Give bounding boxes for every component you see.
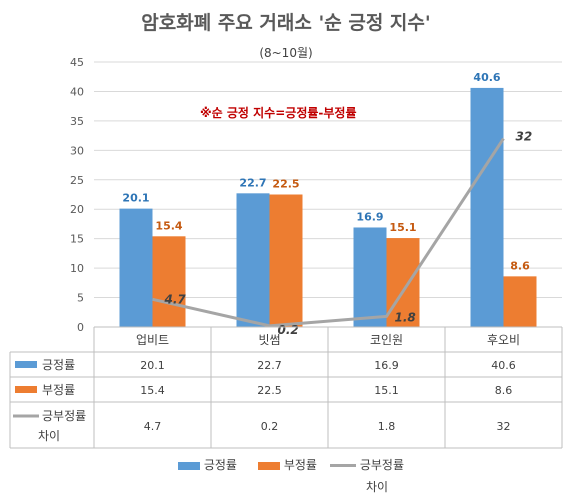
y-tick-label-35: 35 — [70, 115, 84, 128]
table-row-label-difference-line2: 차이 — [38, 429, 60, 443]
table-row-label-negative: 부정률 — [42, 383, 75, 397]
table-key-negative — [15, 386, 37, 393]
y-tick-label-0: 0 — [77, 321, 84, 334]
legend-label-positive: 긍정률 — [203, 458, 237, 472]
legend-label-negative: 부정률 — [283, 458, 317, 472]
y-tick-label-25: 25 — [70, 174, 84, 187]
table-cell-1-0: 15.4 — [140, 384, 165, 397]
table-cell-2-3: 32 — [497, 420, 511, 433]
table-cell-1-2: 15.1 — [374, 384, 399, 397]
y-tick-label-15: 15 — [70, 233, 84, 246]
legend-swatch-negative — [258, 461, 280, 470]
table-cell-1-1: 22.5 — [257, 384, 282, 397]
line-series-difference — [152, 137, 505, 328]
x-category-label-3: 후오비 — [487, 333, 520, 347]
y-tick-label-10: 10 — [70, 262, 84, 275]
table-cell-1-3: 8.6 — [495, 384, 513, 397]
table-row-label-difference-line1: 긍부정률 — [42, 409, 86, 423]
line-data-label-3: 32 — [516, 130, 533, 144]
bar-data-label-0-3: 40.6 — [473, 71, 500, 84]
x-category-label-2: 코인원 — [370, 333, 403, 347]
legend-item-positive: 긍정률 — [178, 456, 237, 473]
bar-data-label-0-2: 16.9 — [356, 210, 383, 223]
legend-label-difference-line1: 긍부정률 — [359, 458, 404, 472]
table-key-positive — [15, 361, 37, 368]
chart-annotation: ※순 긍정 지수=긍정률-부정률 — [200, 105, 357, 120]
bar-data-label-0-1: 22.7 — [239, 176, 266, 189]
y-tick-label-45: 45 — [70, 56, 84, 69]
table-cell-0-1: 22.7 — [257, 359, 282, 372]
table-cell-2-1: 0.2 — [261, 420, 279, 433]
bar-0-1 — [236, 193, 270, 327]
bar-0-3 — [470, 87, 504, 328]
line-data-label-2: 1.8 — [395, 310, 416, 324]
y-tick-label-20: 20 — [70, 203, 84, 216]
bar-1-3 — [503, 276, 537, 327]
legend-item-difference: 긍부정률 — [330, 456, 404, 473]
y-tick-label-5: 5 — [77, 292, 84, 305]
x-category-label-0: 업비트 — [136, 333, 169, 347]
bar-data-label-1-1: 22.5 — [272, 178, 299, 191]
table-row-label-positive: 긍정률 — [42, 358, 75, 372]
legend-label-difference-line2: 차이 — [366, 480, 389, 494]
table-cell-2-0: 4.7 — [144, 420, 162, 433]
bar-data-label-1-0: 15.4 — [155, 219, 182, 232]
legend-swatch-difference — [330, 464, 356, 467]
chart-subtitle: (8~10월) — [259, 46, 313, 60]
table-cell-2-2: 1.8 — [378, 420, 396, 433]
table-cell-0-0: 20.1 — [140, 359, 165, 372]
chart-title: 암호화폐 주요 거래소 '순 긍정 지수' — [141, 12, 431, 34]
bar-data-label-0-0: 20.1 — [122, 192, 149, 205]
line-data-label-0: 4.7 — [164, 292, 187, 306]
bar-data-label-1-3: 8.6 — [510, 259, 530, 272]
bar-1-2 — [386, 238, 420, 327]
bar-data-label-1-2: 15.1 — [389, 221, 416, 234]
bar-0-2 — [353, 227, 387, 327]
table-cell-0-3: 40.6 — [491, 359, 516, 372]
table-cell-0-2: 16.9 — [374, 359, 399, 372]
y-tick-label-30: 30 — [70, 144, 84, 157]
bar-1-0 — [152, 236, 186, 327]
x-category-label-1: 빗썸 — [258, 333, 280, 347]
bar-1-1 — [269, 194, 303, 327]
y-tick-label-40: 40 — [70, 85, 84, 98]
line-data-label-1: 0.2 — [278, 323, 299, 337]
bar-0-0 — [119, 208, 153, 327]
legend-swatch-positive — [178, 461, 200, 470]
legend-item-negative: 부정률 — [258, 456, 317, 473]
